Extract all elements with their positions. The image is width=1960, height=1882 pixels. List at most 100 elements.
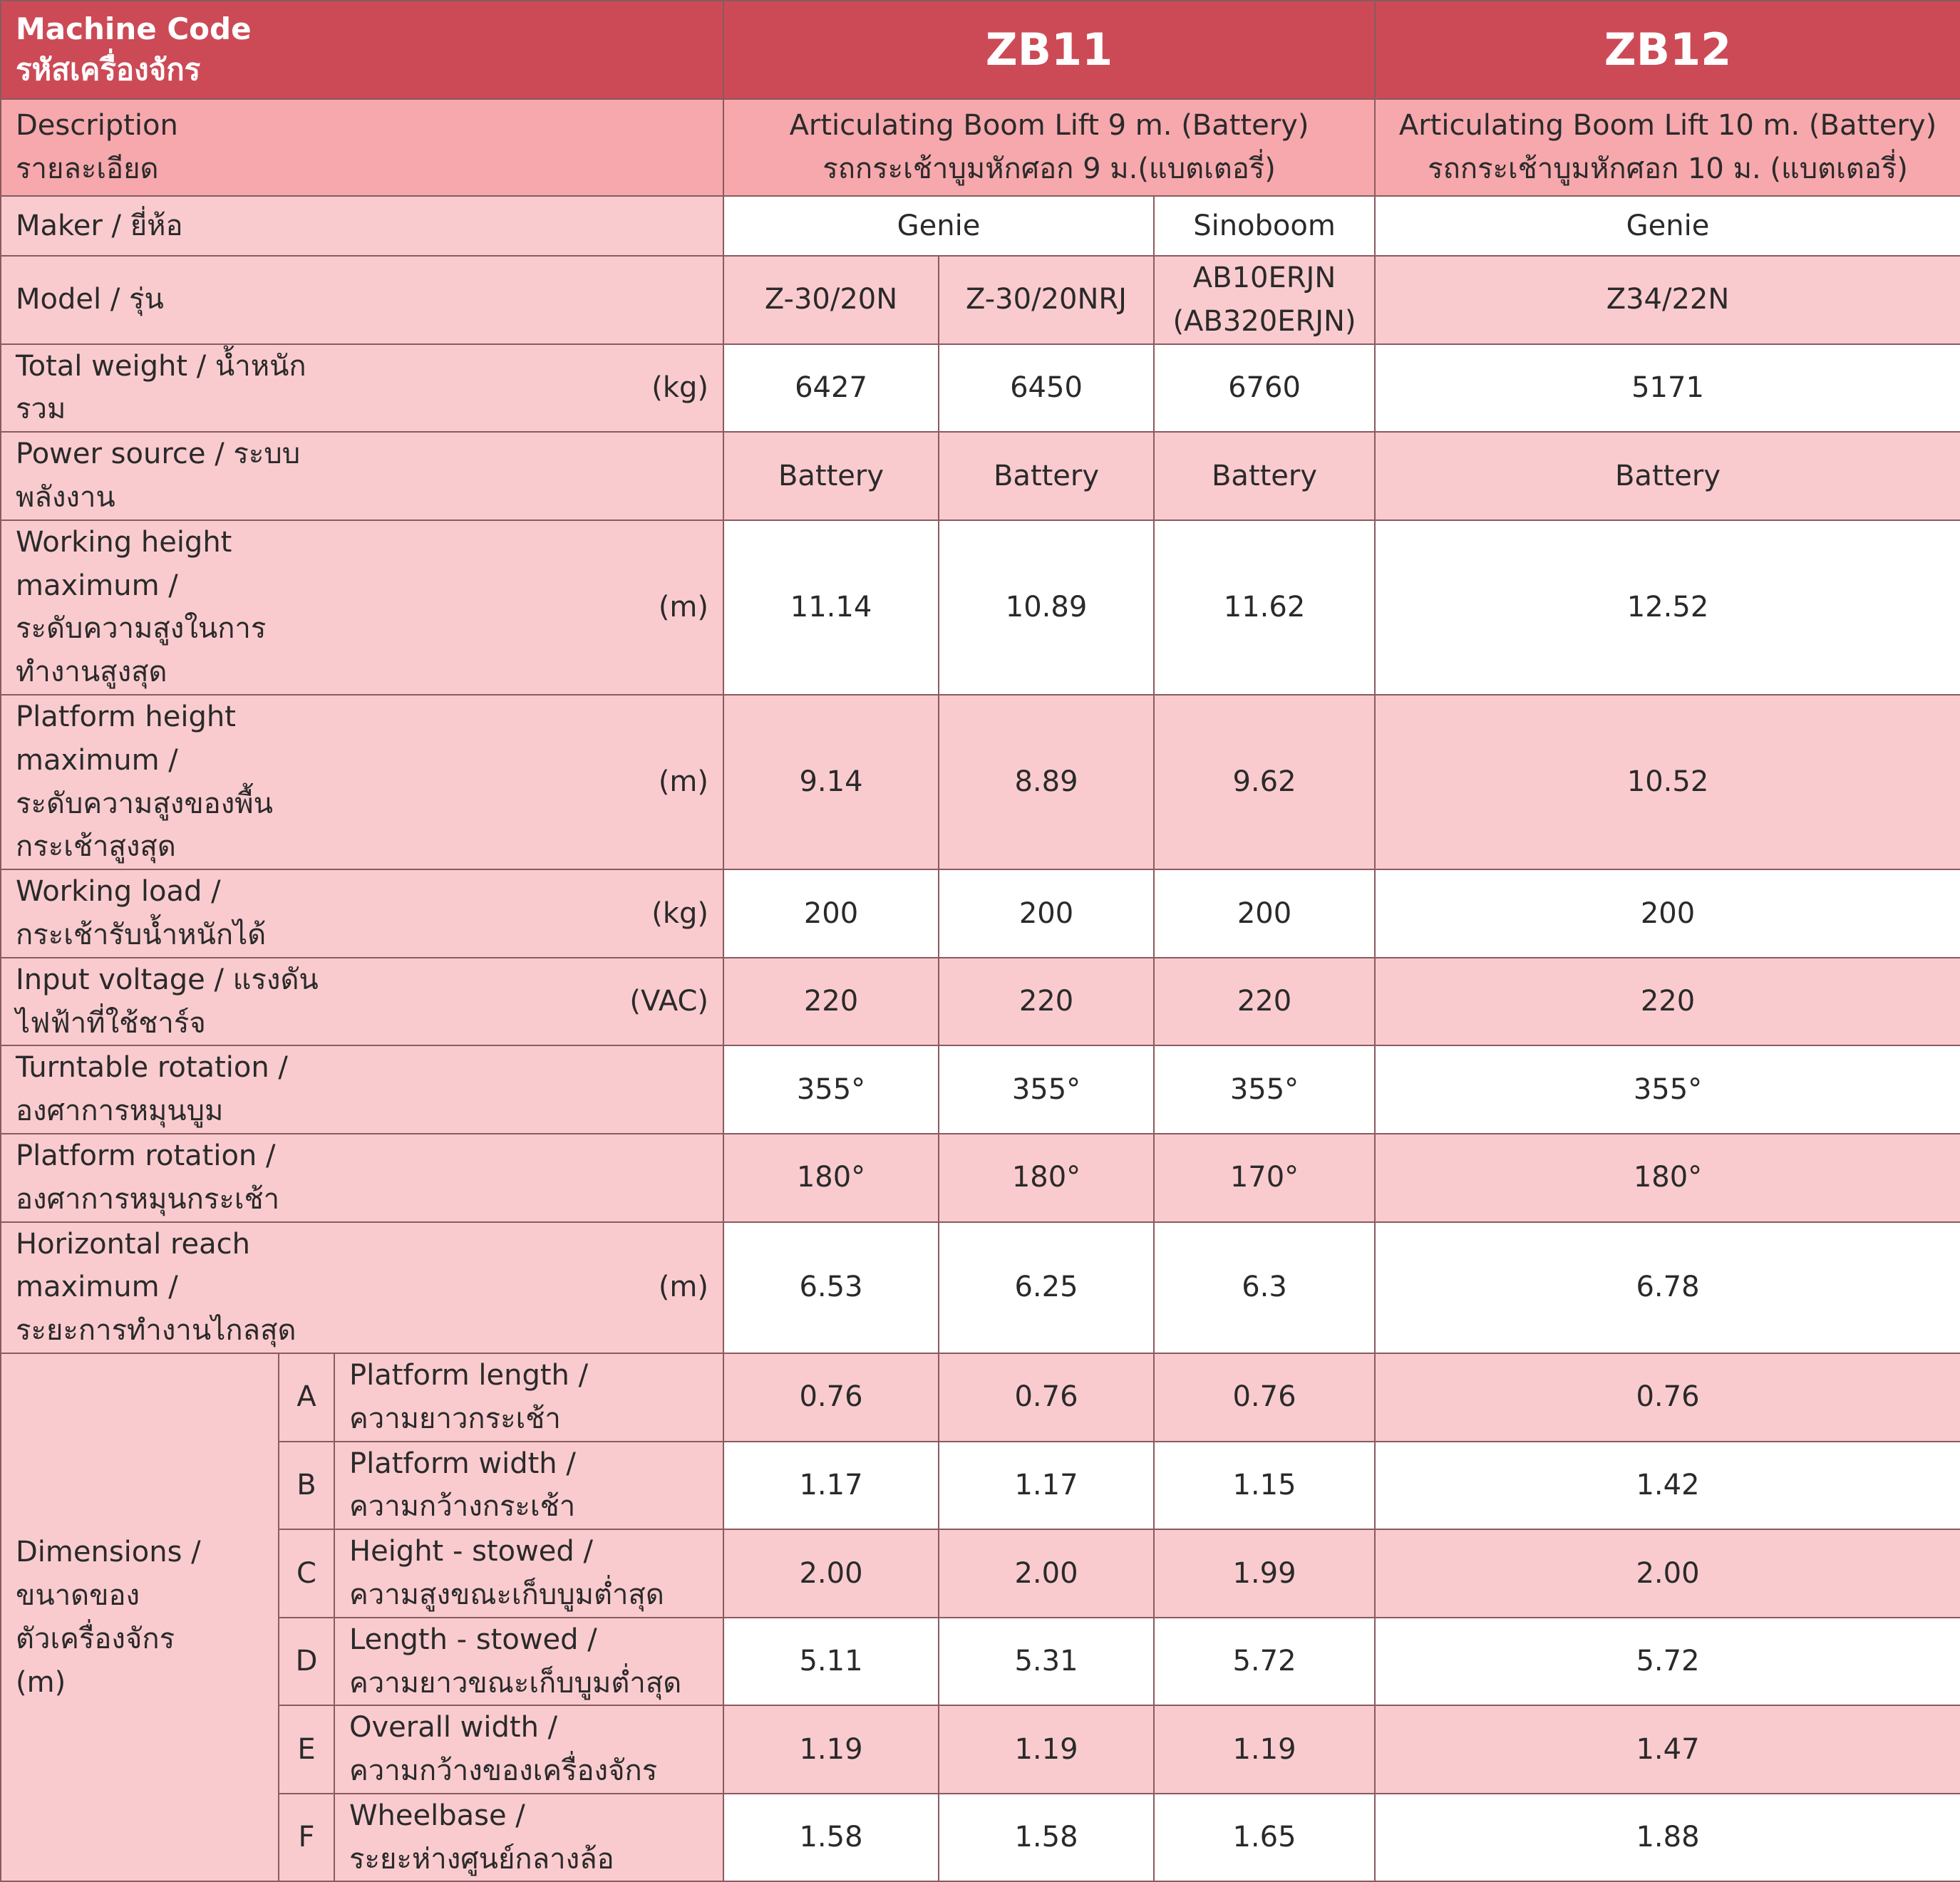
maker-label: Maker / ยี่ห้อ	[0, 195, 725, 257]
spec-label-line2: ระยะการทำงานไกลสุด	[16, 1314, 296, 1348]
spec-label-line2: ระดับความสูงในการทำงานสูงสุด	[16, 612, 267, 689]
dimension-label-en: Overall width /	[349, 1711, 558, 1744]
description-zb11-th: รถกระเช้าบูมหักศอก 9 ม.(แบตเตอรี่)	[822, 152, 1276, 185]
description-zb12: Articulating Boom Lift 10 m. (Battery) ร…	[1374, 98, 1960, 197]
spec-value: 10.52	[1374, 693, 1960, 871]
model-label: Model / รุ่น	[0, 255, 725, 345]
dimension-value: 1.17	[938, 1440, 1155, 1531]
dimension-value: 0.76	[938, 1352, 1155, 1442]
dimension-value: 1.58	[723, 1792, 940, 1882]
dimension-letter: A	[278, 1352, 335, 1442]
spec-value: 8.89	[938, 693, 1155, 871]
machine-code-label-th: รหัสเครื่องจักร	[16, 52, 201, 87]
dimension-value: 1.58	[938, 1792, 1155, 1882]
spec-value: 355°	[938, 1045, 1155, 1134]
spec-value: 6.78	[1374, 1221, 1960, 1354]
model-value: Z34/22N	[1374, 255, 1960, 345]
spec-row-input-voltage: Input voltage / แรงดันไฟฟ้าที่ใช้ชาร์จ (…	[0, 956, 1960, 1047]
spec-label: Working height maximum / ระดับความสูงในก…	[0, 519, 334, 696]
dimension-label-en: Platform width /	[349, 1447, 576, 1480]
spec-value: 200	[938, 869, 1155, 958]
dimension-value: 1.42	[1374, 1440, 1960, 1531]
spec-label: Power source / ระบบพลังงาน	[0, 431, 334, 521]
spec-value: 11.62	[1153, 519, 1376, 696]
spec-value: 12.52	[1374, 519, 1960, 696]
dimension-letter: C	[278, 1529, 335, 1618]
spec-label: Horizontal reach maximum / ระยะการทำงานไ…	[0, 1221, 334, 1354]
dimension-row-c: C Height - stowed / ความสูงขณะเก็บบูมต่ำ…	[1, 1529, 1960, 1618]
spec-value: Battery	[938, 431, 1155, 521]
dimension-value: 1.17	[723, 1440, 940, 1531]
dimension-label-th: ระยะห่างศูนย์กลางล้อ	[349, 1842, 614, 1876]
dimension-value: 1.65	[1153, 1792, 1376, 1882]
header-row: Machine Code รหัสเครื่องจักร ZB11 ZB12	[0, 0, 1960, 100]
spec-label-line1: Working height maximum /	[16, 525, 232, 602]
spec-value: 200	[1153, 869, 1376, 958]
spec-row-platform-height: Platform height maximum / ระดับความสูงขอ…	[0, 693, 1960, 871]
dimension-letter: F	[278, 1792, 335, 1882]
spec-value: 6.3	[1153, 1221, 1376, 1354]
spec-value: Battery	[1374, 431, 1960, 521]
dimensions-label-line: ขนาดของ	[16, 1578, 140, 1612]
dimension-label: Height - stowed / ความสูงขณะเก็บบูมต่ำสุ…	[333, 1529, 725, 1618]
spec-value: 9.62	[1153, 693, 1376, 871]
description-label: Description รายละเอียด	[0, 98, 725, 197]
dimension-value: 0.76	[1374, 1352, 1960, 1442]
spec-unit: (m)	[334, 693, 725, 871]
spec-value: 355°	[1153, 1045, 1376, 1134]
description-zb12-en: Articulating Boom Lift 10 m. (Battery)	[1398, 109, 1937, 143]
maker-sinoboom: Sinoboom	[1153, 195, 1376, 257]
dimension-label-th: ความยาวขณะเก็บบูมต่ำสุด	[349, 1666, 682, 1700]
spec-value: Battery	[723, 431, 940, 521]
spec-value: 355°	[723, 1045, 940, 1134]
spec-value: 220	[1153, 956, 1376, 1047]
dimension-row-f: F Wheelbase / ระยะห่างศูนย์กลางล้อ 1.58 …	[1, 1792, 1960, 1882]
spec-value: 220	[1374, 956, 1960, 1047]
spec-value: 220	[723, 956, 940, 1047]
dimension-row-a: Dimensions / ขนาดของ ตัวเครื่องจักร (m) …	[0, 1352, 1960, 1882]
description-zb11: Articulating Boom Lift 9 m. (Battery) รถ…	[723, 98, 1376, 197]
dimensions-label-line: Dimensions /	[16, 1536, 201, 1569]
spec-label: Turntable rotation / องศาการหมุนบูม	[0, 1045, 334, 1134]
model-value: AB10ERJN (AB320ERJN)	[1153, 255, 1376, 345]
spec-label: Working load / กระเช้ารับน้ำหนักได้	[0, 869, 334, 958]
dimension-letter: E	[278, 1705, 335, 1794]
dimension-value: 1.47	[1374, 1705, 1960, 1794]
maker-genie-zb11: Genie	[723, 195, 1155, 257]
dimension-label-th: ความสูงขณะเก็บบูมต่ำสุด	[349, 1578, 664, 1611]
spec-unit: (VAC)	[334, 956, 725, 1047]
spec-value: 180°	[938, 1132, 1155, 1223]
maker-genie-zb12: Genie	[1374, 195, 1960, 257]
spec-value: 10.89	[938, 519, 1155, 696]
spec-value: 6.25	[938, 1221, 1155, 1354]
spec-value: 200	[1374, 869, 1960, 958]
spec-value: 6450	[938, 343, 1155, 433]
spec-value: 11.14	[723, 519, 940, 696]
model-row: Model / รุ่น Z-30/20N Z-30/20NRJ AB10ERJ…	[0, 255, 1960, 345]
spec-value: 180°	[723, 1132, 940, 1223]
spec-value: 200	[723, 869, 940, 958]
model-value: Z-30/20NRJ	[938, 255, 1155, 345]
dimension-row-b: B Platform width / ความกว้างกระเช้า 1.17…	[1, 1440, 1960, 1531]
description-label-en: Description	[16, 109, 178, 143]
description-zb12-th: รถกระเช้าบูมหักศอก 10 ม. (แบตเตอรี่)	[1428, 152, 1908, 185]
spec-value: 355°	[1374, 1045, 1960, 1134]
dimension-letter: D	[278, 1616, 335, 1707]
spec-value: 6.53	[723, 1221, 940, 1354]
spec-value: 170°	[1153, 1132, 1376, 1223]
spec-unit: (m)	[334, 1221, 725, 1354]
model-value-line2: (AB320ERJN)	[1172, 304, 1356, 338]
dimension-value: 1.15	[1153, 1440, 1376, 1531]
spec-value: 6427	[723, 343, 940, 433]
spec-value: 9.14	[723, 693, 940, 871]
spec-value: 180°	[1374, 1132, 1960, 1223]
spec-unit	[334, 431, 725, 521]
machine-code-label: Machine Code รหัสเครื่องจักร	[0, 0, 725, 100]
spec-label-line1: Horizontal reach maximum /	[16, 1227, 250, 1304]
spec-value: 220	[938, 956, 1155, 1047]
spec-label-line2: ระดับความสูงของพื้นกระเช้าสูงสุด	[16, 787, 273, 864]
dimension-value: 5.11	[723, 1616, 940, 1707]
dimension-value: 2.00	[723, 1529, 940, 1618]
dimension-label-th: ความกว้างของเครื่องจักร	[349, 1754, 658, 1788]
